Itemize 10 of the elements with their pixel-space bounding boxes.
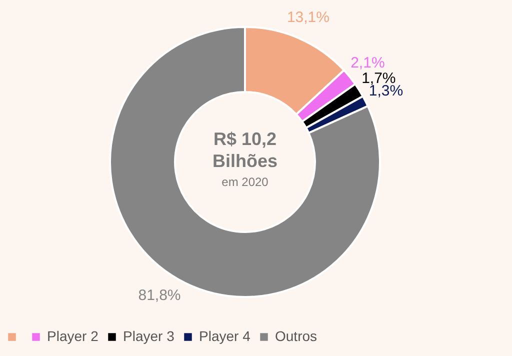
legend-label: Player 2 [47,328,99,344]
legend-label: Outros [275,328,318,344]
legend-label: Player 4 [199,328,251,344]
text: Bilhões [212,151,278,171]
text: em 2020 [222,175,269,189]
data-label: 2,1% [350,54,385,72]
text: R$ 10,2 [213,129,277,149]
legend-label: Player 3 [123,328,175,344]
data-label: 13,1% [286,9,330,26]
data-label: 81,8% [138,286,181,304]
